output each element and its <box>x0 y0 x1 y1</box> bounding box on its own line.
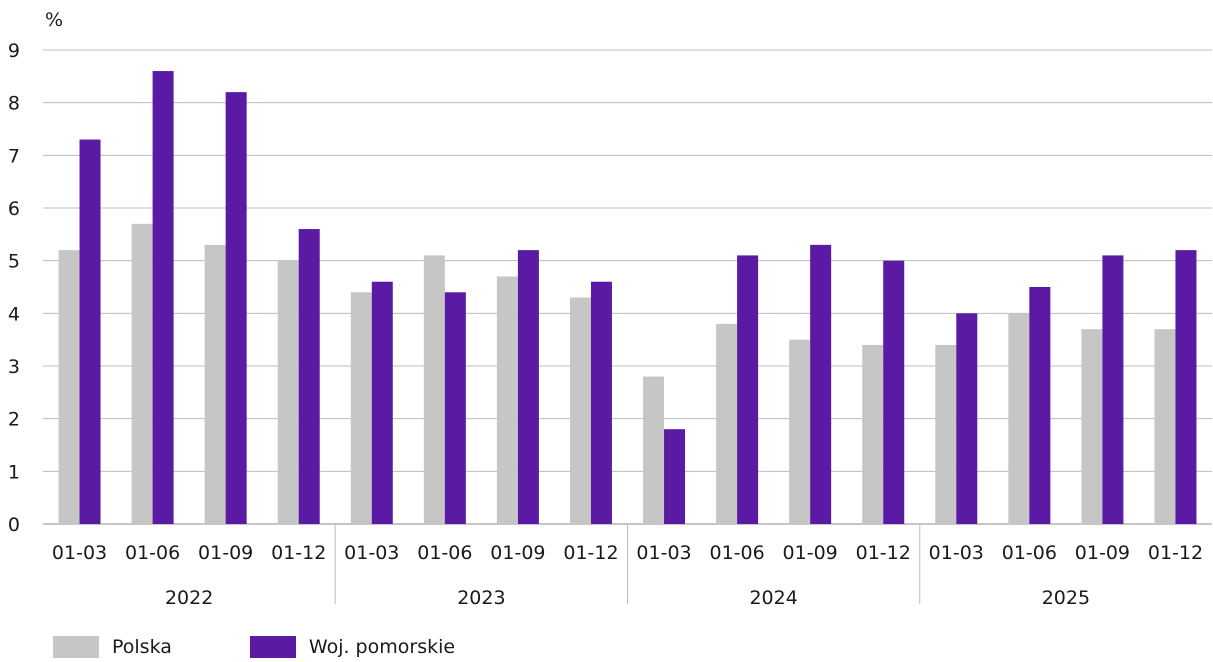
bar <box>956 313 978 524</box>
bar <box>496 276 518 524</box>
y-axis: 0 1 2 3 4 5 6 7 8 9 <box>8 40 20 536</box>
x-tick-label: 01-09 <box>490 542 545 564</box>
bar <box>810 244 832 524</box>
legend-swatch-pomorskie <box>249 636 296 658</box>
x-tick-label: 01-06 <box>417 542 472 564</box>
y-tick-label: 4 <box>8 303 20 325</box>
bar <box>79 139 101 525</box>
bar <box>1175 250 1197 524</box>
bar <box>716 323 738 524</box>
bar <box>58 250 80 524</box>
y-tick-label: 1 <box>8 461 20 483</box>
y-tick-label: 6 <box>8 198 20 220</box>
bar <box>664 429 686 524</box>
x-tick-label: 01-12 <box>563 542 618 564</box>
bar <box>789 339 811 524</box>
x-tick-label: 01-12 <box>271 542 326 564</box>
bar <box>737 255 759 524</box>
y-axis-label: % <box>45 9 63 31</box>
bar <box>1102 255 1124 524</box>
bar <box>1081 329 1103 524</box>
y-tick-label: 8 <box>8 93 20 115</box>
bar <box>590 281 612 524</box>
x-tick-label: 01-12 <box>856 542 911 564</box>
x-group-label: 2023 <box>457 587 505 609</box>
legend-swatch-polska <box>53 636 99 658</box>
bar <box>423 255 445 524</box>
x-tick-label: 01-03 <box>636 542 691 564</box>
bar <box>131 223 153 525</box>
bar <box>1008 313 1030 524</box>
bar <box>1154 329 1176 524</box>
legend-item-pomorskie: Woj. pomorskie <box>249 636 456 658</box>
x-group-label: 2025 <box>1042 587 1090 609</box>
y-tick-label: 3 <box>8 356 20 378</box>
bar <box>444 292 466 524</box>
legend-label-polska: Polska <box>112 636 172 658</box>
bars <box>58 71 1197 525</box>
x-group-label: 2022 <box>165 587 213 609</box>
x-tick-label: 01-09 <box>783 542 838 564</box>
x-group-label: 2024 <box>749 587 797 609</box>
bar <box>1029 287 1051 524</box>
bar <box>298 229 320 525</box>
bar <box>152 71 174 525</box>
bar <box>371 281 393 524</box>
bar <box>225 92 247 524</box>
y-tick-label: 5 <box>8 251 20 273</box>
x-tick-label: 01-06 <box>125 542 180 564</box>
legend: Polska Woj. pomorskie <box>53 636 533 658</box>
bar <box>517 250 539 524</box>
x-tick-label: 01-06 <box>1002 542 1057 564</box>
bar <box>643 376 665 524</box>
bar <box>569 297 591 524</box>
bar <box>350 292 372 524</box>
bar <box>862 344 884 524</box>
x-tick-label: 01-06 <box>709 542 764 564</box>
x-axis: 01-03 01-06 01-09 01-12 2022 01-03 01-06 01-09 0… <box>52 524 1203 609</box>
y-tick-label: 9 <box>8 40 20 62</box>
x-tick-label: 01-03 <box>344 542 399 564</box>
y-tick-label: 7 <box>8 145 20 167</box>
x-tick-label: 01-03 <box>929 542 984 564</box>
legend-label-pomorskie: Woj. pomorskie <box>308 636 456 658</box>
bar <box>935 344 957 524</box>
bar <box>204 244 226 524</box>
x-tick-label: 01-03 <box>52 542 107 564</box>
legend-item-polska: Polska <box>53 636 172 658</box>
x-tick-label: 01-09 <box>1075 542 1130 564</box>
x-tick-label: 01-09 <box>198 542 253 564</box>
x-tick-label: 01-12 <box>1148 542 1203 564</box>
bar <box>883 260 905 524</box>
y-tick-label: 0 <box>8 514 20 536</box>
y-tick-label: 2 <box>8 409 20 431</box>
bar <box>277 260 299 524</box>
